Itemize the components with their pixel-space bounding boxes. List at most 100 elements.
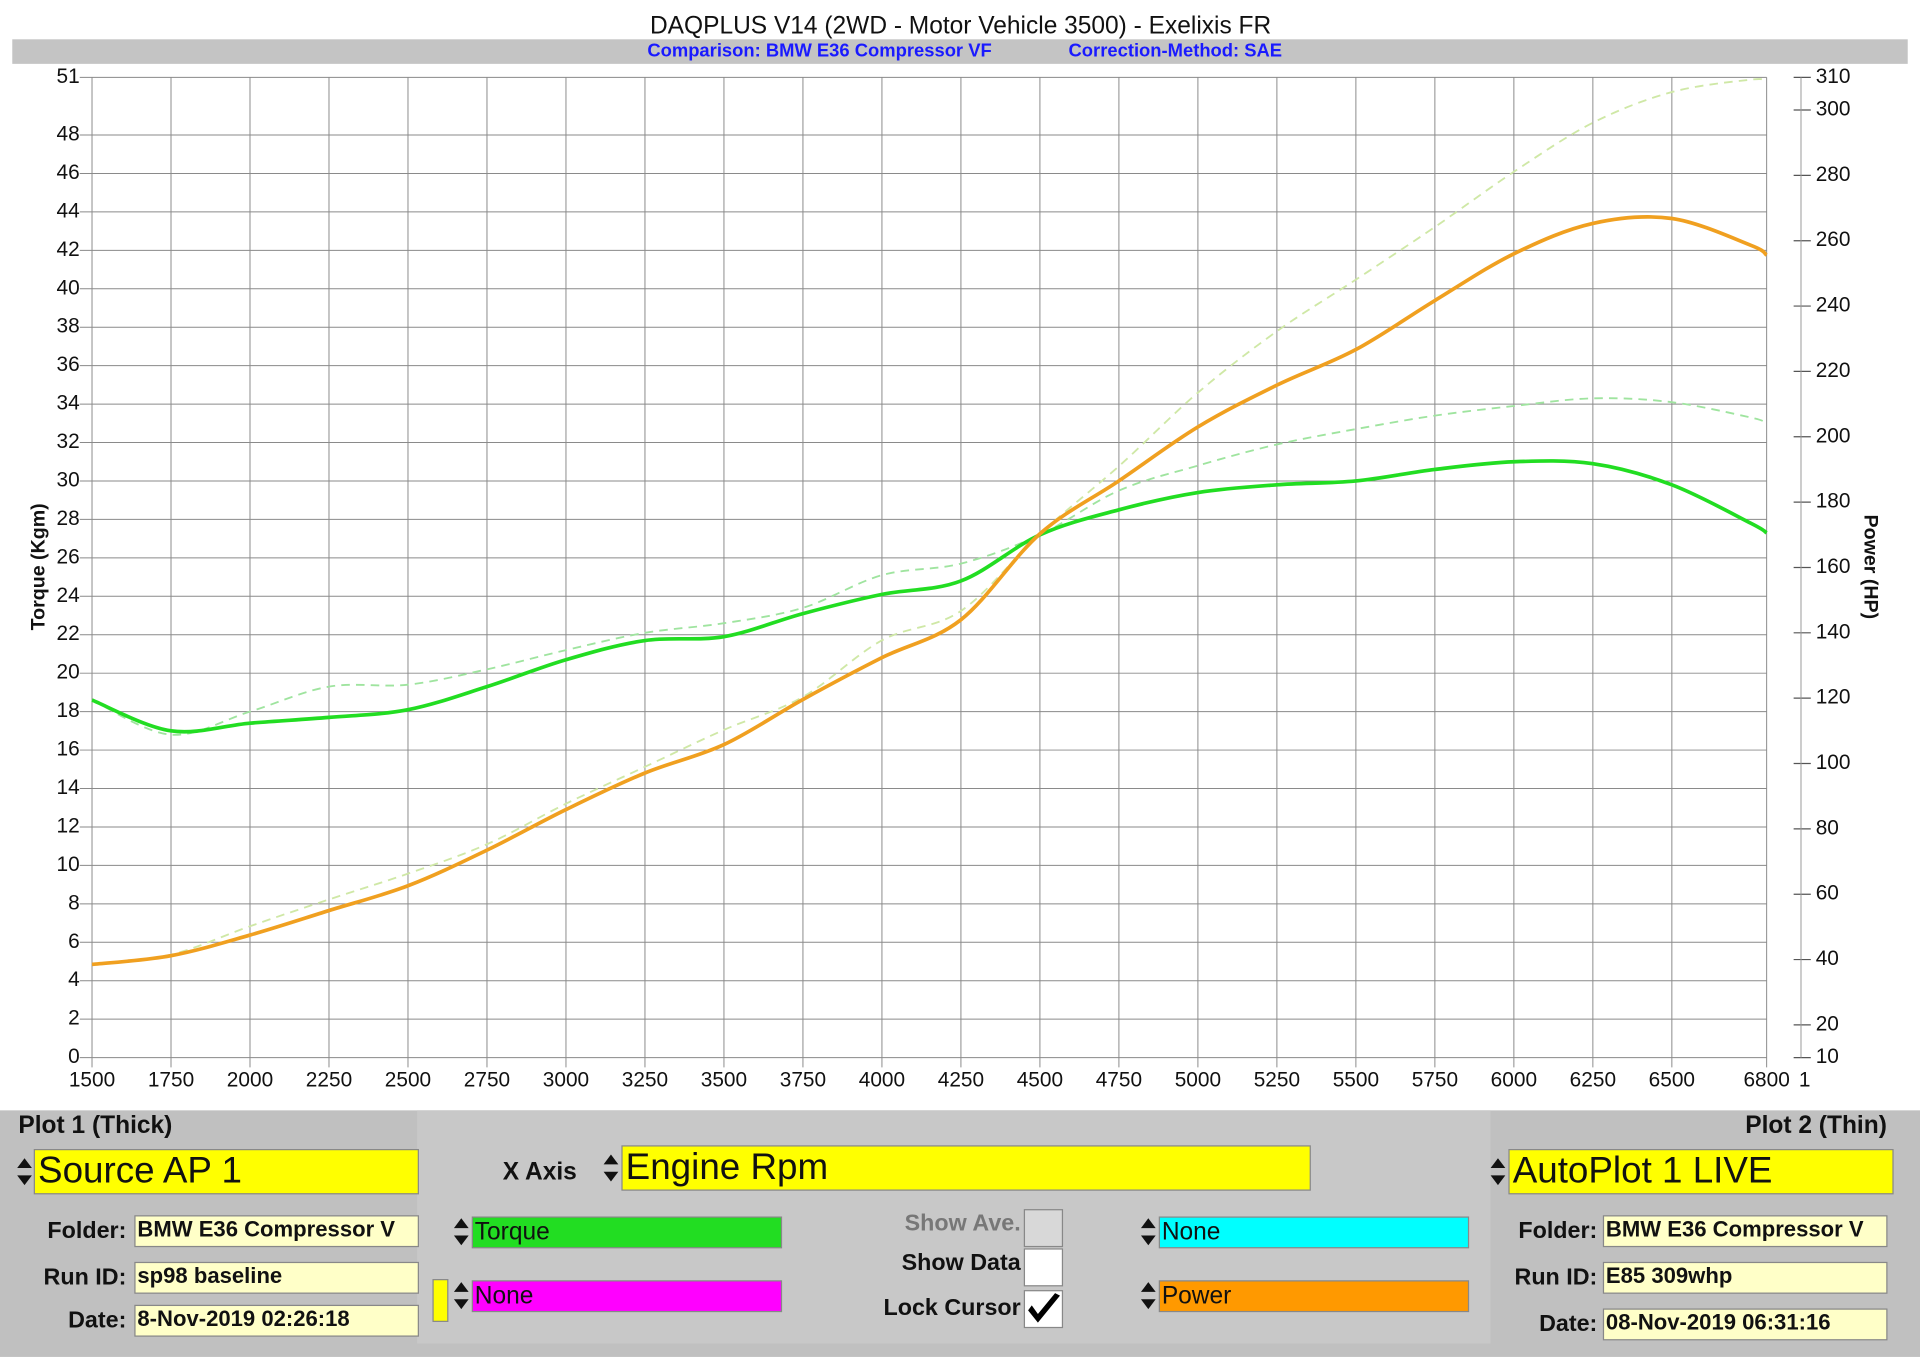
x-tick-label: 3250: [622, 1068, 668, 1091]
y-tick-label: 48: [57, 123, 80, 146]
autoplot-value: AutoPlot 1 LIVE: [1513, 1150, 1773, 1191]
y2-tick-label: 40: [1816, 947, 1839, 970]
show-ave-checkbox[interactable]: [1023, 1209, 1064, 1248]
y2-tick-label: 200: [1816, 424, 1851, 447]
show-ave-label: Show Ave.: [905, 1210, 1021, 1236]
spin-arrows[interactable]: [603, 1154, 619, 1182]
x-end-label: 1: [1799, 1068, 1811, 1091]
field-label: Date:: [68, 1307, 126, 1333]
y-tick-label: 44: [57, 199, 80, 222]
autoplot-select[interactable]: [1508, 1148, 1894, 1195]
y-axis-label: Torque (Kgm): [27, 503, 49, 630]
series-line: [91, 459, 1768, 734]
chart-subtitle: Comparison: BMW E36 Compressor VF: [647, 39, 991, 60]
y-tick-label: 12: [57, 814, 80, 837]
x-axis-select[interactable]: [621, 1145, 1311, 1191]
y-tick-label: 20: [57, 661, 80, 684]
y-tick-label: 34: [57, 392, 80, 415]
x-tick-label: 2000: [227, 1068, 273, 1091]
y-tick-label: 26: [57, 545, 80, 568]
channel-value: None: [1162, 1219, 1221, 1246]
subtitle-band: [12, 39, 1908, 64]
y-tick-label: 16: [57, 738, 80, 761]
x-tick-label: 5000: [1175, 1068, 1221, 1091]
channel-select[interactable]: [1158, 1216, 1470, 1249]
x-tick-label: 3500: [701, 1068, 747, 1091]
field-box: [134, 1215, 419, 1248]
y-tick-label: 28: [57, 507, 80, 530]
x-tick-label: 4000: [859, 1068, 905, 1091]
y2-tick-label: 10: [1816, 1045, 1839, 1068]
channel-value: Power: [1162, 1282, 1232, 1309]
field-value: E85 309whp: [1606, 1263, 1732, 1288]
field-box: [134, 1261, 419, 1294]
y-tick-label: 6: [68, 930, 80, 953]
show-data-label: Show Data: [902, 1249, 1022, 1275]
y-tick-label: 32: [57, 430, 80, 453]
field-box: [1602, 1261, 1888, 1294]
y-tick-label: 0: [68, 1045, 80, 1068]
y2-tick-label: 220: [1816, 359, 1851, 382]
y2-tick-label: 100: [1816, 751, 1851, 774]
field-label: Run ID:: [44, 1264, 127, 1290]
x-tick-label: 1750: [148, 1068, 194, 1091]
y-tick-label: 40: [57, 276, 80, 299]
y2-tick-label: 280: [1816, 163, 1851, 186]
field-label: Folder:: [47, 1217, 126, 1243]
field-label: Run ID:: [1515, 1264, 1598, 1290]
spin-arrows[interactable]: [17, 1158, 32, 1186]
y-tick-label: 22: [57, 622, 80, 645]
x-tick-label: 2500: [385, 1068, 431, 1091]
check-mark: [1028, 1293, 1060, 1323]
source-select[interactable]: [33, 1148, 419, 1195]
spin-arrows[interactable]: [453, 1218, 469, 1246]
x-tick-label: 5750: [1412, 1068, 1458, 1091]
y2-tick-label: 60: [1816, 882, 1839, 905]
spin-arrows[interactable]: [1140, 1218, 1156, 1246]
y-tick-label: 42: [57, 238, 80, 261]
plot1-label: Plot 1 (Thick): [18, 1112, 172, 1139]
y-tick-label: 51: [57, 65, 80, 88]
spin-arrows[interactable]: [1490, 1158, 1506, 1186]
x-tick-label: 4750: [1096, 1068, 1142, 1091]
channel-select[interactable]: [1158, 1280, 1470, 1313]
spin-arrows[interactable]: [1140, 1282, 1156, 1310]
y2-tick-label: 20: [1816, 1012, 1839, 1035]
field-value: BMW E36 Compressor V: [1606, 1216, 1864, 1241]
y2-tick-label: 310: [1816, 65, 1851, 88]
y-tick-label: 36: [57, 353, 80, 376]
y2-tick-label: 260: [1816, 228, 1851, 251]
spin-arrows[interactable]: [453, 1282, 469, 1310]
y2-tick-label: 120: [1816, 686, 1851, 709]
plot2-label: Plot 2 (Thin): [1745, 1112, 1887, 1139]
show-data-checkbox[interactable]: [1023, 1248, 1064, 1287]
field-value: BMW E36 Compressor V: [137, 1216, 395, 1241]
y-tick-label: 38: [57, 315, 80, 338]
channel-select[interactable]: [471, 1216, 783, 1249]
x-axis-label: X Axis: [503, 1158, 577, 1185]
y-tick-label: 8: [68, 891, 80, 914]
y2-tick-label: 140: [1816, 620, 1851, 643]
x-tick-label: 3000: [543, 1068, 589, 1091]
field-box: [134, 1304, 419, 1337]
chart-subtitle: Correction-Method: SAE: [1069, 39, 1283, 60]
channel-value: Torque: [475, 1219, 550, 1246]
field-value: 8-Nov-2019 02:26:18: [137, 1306, 349, 1331]
x-tick-label: 4250: [938, 1068, 984, 1091]
y2-tick-label: 160: [1816, 555, 1851, 578]
x-tick-label: 6000: [1491, 1068, 1537, 1091]
field-value: 08-Nov-2019 06:31:16: [1606, 1310, 1831, 1335]
field-label: Folder:: [1518, 1217, 1597, 1243]
x-tick-label: 6800: [1743, 1068, 1789, 1091]
y-tick-label: 14: [57, 776, 80, 799]
field-label: Date:: [1539, 1310, 1597, 1336]
x-tick-label: 4500: [1017, 1068, 1063, 1091]
y-tick-label: 2: [68, 1007, 80, 1030]
y-tick-label: 24: [57, 584, 80, 607]
x-tick-label: 6500: [1649, 1068, 1695, 1091]
color-swatch: [432, 1279, 449, 1322]
y-tick-label: 10: [57, 853, 80, 876]
x-tick-label: 6250: [1570, 1068, 1616, 1091]
channel-select[interactable]: [471, 1280, 783, 1313]
